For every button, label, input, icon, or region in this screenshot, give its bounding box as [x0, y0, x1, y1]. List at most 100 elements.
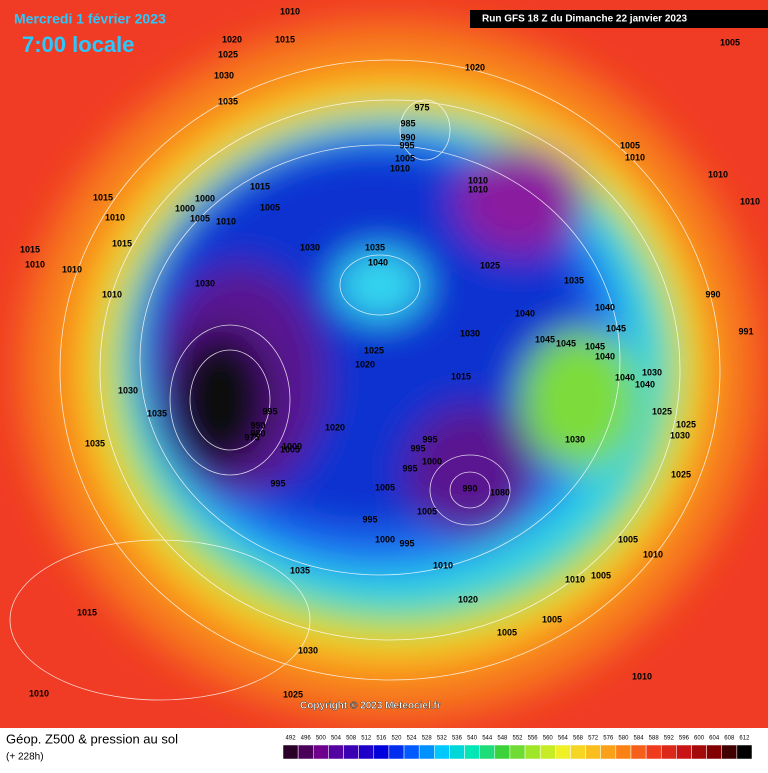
isobar-label: 1000 — [195, 193, 215, 203]
isobar-label: 1040 — [595, 302, 615, 312]
isobar-label: 1035 — [147, 408, 167, 418]
isobar-label: 980 — [250, 428, 265, 438]
legend-swatch — [630, 744, 647, 760]
legend-label: 592 — [664, 736, 675, 742]
legend-swatch — [464, 744, 480, 760]
isobar-label: 1035 — [365, 242, 385, 252]
isobar-label: 1005 — [395, 153, 415, 163]
isobar-label: 1015 — [77, 607, 97, 617]
legend-label: 600 — [694, 736, 705, 742]
isobar-label: 985 — [400, 118, 415, 128]
legend-label: 512 — [361, 736, 372, 742]
isobar-label: 1035 — [290, 565, 310, 575]
isobar-label: 1030 — [195, 278, 215, 288]
legend-label: 572 — [588, 736, 599, 742]
legend-swatch — [449, 744, 465, 760]
isobar-label: 1015 — [250, 181, 270, 191]
isobar-label: 1010 — [468, 175, 488, 185]
isobar-label: 1020 — [465, 62, 485, 72]
isobar-label: 1030 — [300, 242, 320, 252]
legend-swatch — [524, 744, 541, 760]
isobar-label: 995 — [410, 443, 425, 453]
isobar-label: 1010 — [102, 289, 122, 299]
isobar-label: 1025 — [652, 406, 672, 416]
legend-label: 504 — [331, 736, 342, 742]
isobar-label: 1015 — [20, 244, 40, 254]
isobar-label: 1080 — [490, 487, 510, 497]
forecast-date: Mercredi 1 février 2023 — [14, 11, 166, 27]
isobar-label: 1005 — [720, 37, 740, 47]
isobar-label: 1035 — [85, 438, 105, 448]
isobar-label: 1010 — [468, 184, 488, 194]
legend-label: 552 — [512, 736, 523, 742]
isobar-label: 1010 — [62, 264, 82, 274]
isobar-label: 1010 — [216, 216, 236, 226]
isobar-label: 995 — [262, 406, 277, 416]
isobar-label: 1025 — [283, 689, 303, 699]
isobar-label: 1005 — [260, 202, 280, 212]
isobar-label: 1030 — [565, 434, 585, 444]
legend-swatch — [373, 744, 390, 760]
legend-swatch — [721, 744, 738, 760]
legend-swatch — [313, 744, 329, 760]
legend-label: 540 — [467, 736, 478, 742]
legend-label: 520 — [391, 736, 402, 742]
legend-label: 508 — [346, 736, 357, 742]
legend-label: 612 — [739, 736, 750, 742]
isobar-label: 1040 — [368, 257, 388, 267]
isobar-label: 995 — [399, 538, 414, 548]
isobar-label: 1005 — [620, 140, 640, 150]
legend-label: 532 — [437, 736, 448, 742]
isobar-label: 1020 — [325, 422, 345, 432]
isobar-label: 1005 — [375, 482, 395, 492]
legend-swatch — [736, 744, 753, 760]
isobar-label: 1010 — [740, 196, 760, 206]
isobar-label: 1000 — [175, 203, 195, 213]
isobar-label: 1025 — [671, 469, 691, 479]
legend-label: 516 — [376, 736, 387, 742]
isobar-label: 995 — [399, 140, 414, 150]
legend-swatch — [494, 744, 511, 760]
legend-swatch — [343, 744, 359, 760]
legend-label: 576 — [603, 736, 614, 742]
legend-swatch — [479, 744, 496, 760]
legend-swatch — [585, 744, 601, 760]
isobar-label: 995 — [422, 434, 437, 444]
legend-swatch — [660, 744, 677, 760]
isobar-label: 1005 — [417, 506, 437, 516]
isobar-label: 1005 — [190, 213, 210, 223]
isobar-label: 1045 — [535, 334, 555, 344]
legend-label: 608 — [724, 736, 735, 742]
legend-label: 568 — [573, 736, 584, 742]
legend-label: 580 — [618, 736, 629, 742]
legend-label: 492 — [286, 736, 297, 742]
isobar-label: 1025 — [364, 345, 384, 355]
run-info: Run GFS 18 Z du Dimanche 22 janvier 2023 — [482, 14, 688, 25]
isobar-label: 990 — [250, 420, 265, 430]
legend-swatch — [645, 744, 662, 760]
isobar-label: 995 — [362, 514, 377, 524]
isobar-label: 1010 — [708, 169, 728, 179]
isobar-label: 1045 — [606, 323, 626, 333]
isobar-label: 1010 — [643, 549, 663, 559]
isobar-label: 1025 — [218, 49, 238, 59]
isobar-label: 1015 — [93, 192, 113, 202]
isobar-label: 1045 — [556, 338, 576, 348]
isobar-label: 975 — [244, 432, 259, 442]
isobar-label: 1025 — [676, 419, 696, 429]
legend-label: 596 — [679, 736, 690, 742]
geopotential-field — [0, 0, 768, 728]
isobar-label: 1005 — [591, 570, 611, 580]
isobar-label: 1010 — [632, 671, 652, 681]
legend-label: 584 — [634, 736, 645, 742]
legend-swatch — [434, 744, 450, 760]
isobar-label: 1000 — [282, 441, 302, 451]
isobar-label: 1040 — [615, 372, 635, 382]
legend-swatch — [539, 744, 556, 760]
isobar-label: 1040 — [595, 351, 615, 361]
legend-swatch — [418, 744, 435, 760]
isobar-label: 1025 — [480, 260, 500, 270]
run-banner — [470, 10, 768, 28]
legend-swatch — [615, 744, 632, 760]
